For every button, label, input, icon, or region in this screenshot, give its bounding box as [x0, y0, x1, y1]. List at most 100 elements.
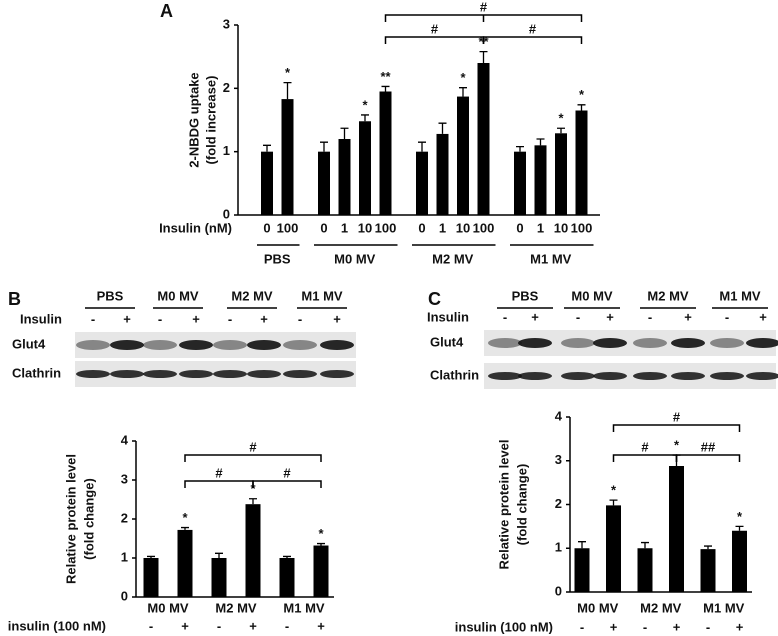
panel-letter: B — [8, 289, 21, 309]
blot-sign: + — [606, 309, 614, 324]
bar — [261, 151, 273, 215]
blot-band — [110, 340, 144, 350]
blot-band — [671, 372, 705, 380]
error-bar — [283, 555, 291, 558]
error-bar — [181, 526, 189, 530]
x-tick-label: - — [580, 619, 584, 634]
blot-band-label: Glut4 — [430, 334, 464, 349]
x-tick-label: 0 — [263, 220, 270, 235]
panel-letter: A — [160, 1, 173, 21]
blot-group-label: M0 MV — [157, 288, 199, 303]
error-bar — [215, 552, 223, 558]
error-bar — [317, 542, 325, 546]
x-tick-label: + — [317, 618, 325, 633]
blot-band — [283, 370, 317, 378]
bar — [637, 548, 653, 592]
error-bar — [516, 145, 524, 152]
error-bar — [381, 85, 390, 92]
significance-label: * — [460, 70, 466, 85]
x-tick-label: 1 — [341, 220, 348, 235]
group-label: M2 MV — [432, 251, 474, 266]
significance-label: * — [558, 111, 564, 126]
blot-sign: + — [531, 309, 539, 324]
significance-bracket — [612, 454, 678, 462]
error-bar — [459, 87, 467, 97]
bar — [416, 151, 428, 215]
blot-sign: - — [576, 309, 580, 324]
error-bar — [704, 545, 712, 550]
group-label: M0 MV — [577, 600, 619, 615]
blot-sign: + — [260, 311, 268, 326]
blot-band — [213, 370, 247, 378]
significance-bracket — [675, 454, 741, 462]
bar — [436, 133, 449, 215]
group-label: M1 MV — [283, 600, 325, 615]
blot-sign: + — [333, 311, 341, 326]
bar — [279, 558, 295, 597]
significance-bracket — [184, 454, 322, 462]
group-label: M0 MV — [147, 600, 189, 615]
bar — [457, 96, 469, 215]
bracket-label: # — [249, 439, 257, 454]
y-tick-label: 0 — [555, 583, 562, 598]
x-tick-label: + — [673, 619, 681, 634]
y-axis-label: (fold change) — [81, 478, 96, 560]
blot-band — [143, 370, 177, 378]
group-label: PBS — [264, 251, 291, 266]
y-tick-label: 2 — [555, 496, 562, 511]
blot-group-label: PBS — [97, 288, 124, 303]
y-tick-label: 3 — [121, 471, 128, 486]
y-axis-label: Relative protein level — [63, 454, 78, 584]
blot-sign: + — [684, 309, 692, 324]
bar — [477, 63, 490, 215]
blot-band — [710, 372, 744, 380]
blot-band — [247, 340, 281, 350]
error-bar — [283, 81, 292, 100]
y-axis-label: Relative protein level — [496, 439, 511, 569]
significance-bracket — [184, 480, 254, 488]
panel-letter: C — [428, 289, 441, 309]
bar — [574, 548, 590, 592]
blot-band — [488, 338, 522, 348]
significance-bracket — [384, 14, 583, 22]
blot-band — [213, 340, 247, 350]
y-axis-label: (fold increase) — [203, 76, 218, 165]
x-tick-label: 100 — [473, 220, 495, 235]
error-bar — [438, 122, 447, 134]
y-axis-label: 2-NBDG uptake — [186, 72, 201, 167]
blot-band — [710, 338, 744, 348]
bracket-label: # — [283, 465, 291, 480]
error-bar — [361, 114, 369, 122]
error-bar — [340, 127, 349, 139]
bracket-label: # — [673, 409, 681, 424]
blot-band — [283, 340, 317, 350]
bracket-label: # — [641, 439, 649, 454]
error-bar — [609, 499, 618, 506]
bar — [669, 466, 684, 592]
x-tick-label: - — [643, 619, 647, 634]
y-tick-label: 1 — [121, 549, 128, 564]
x-tick-label: + — [249, 618, 257, 633]
y-tick-label: 3 — [555, 452, 562, 467]
x-tick-label: + — [610, 619, 618, 634]
y-tick-label: 0 — [223, 206, 230, 221]
significance-label: * — [737, 509, 743, 524]
error-bar — [263, 144, 271, 152]
blot-sign: + — [192, 311, 200, 326]
error-bar — [735, 525, 744, 531]
error-bar — [418, 141, 426, 152]
bracket-label: ## — [701, 439, 716, 454]
significance-bracket — [482, 36, 583, 44]
group-label: M2 MV — [640, 600, 682, 615]
x-tick-label: - — [217, 618, 221, 633]
bracket-label: # — [480, 0, 488, 14]
bar — [281, 99, 294, 215]
blot-band — [76, 370, 110, 378]
blot-band — [179, 340, 213, 350]
error-bar — [536, 138, 545, 146]
blot-sign: - — [503, 309, 507, 324]
blot-band — [76, 340, 110, 350]
error-bar — [320, 141, 328, 152]
blot-sign: - — [158, 311, 162, 326]
